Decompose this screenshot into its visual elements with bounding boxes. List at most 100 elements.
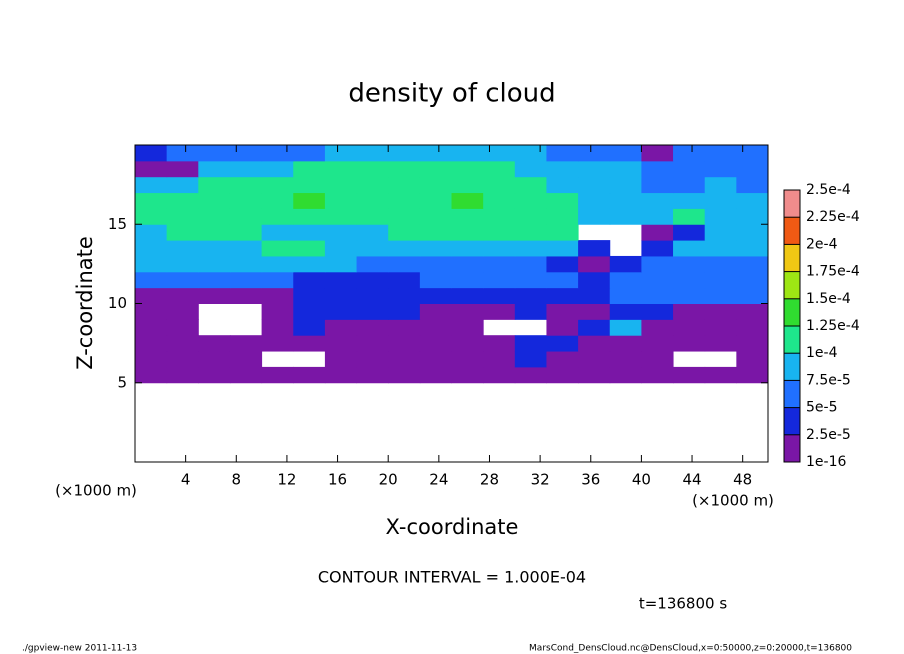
cell — [198, 366, 231, 384]
cell — [388, 319, 421, 336]
cell — [166, 145, 199, 162]
cell — [419, 271, 452, 289]
cell — [356, 192, 389, 209]
cell — [356, 303, 389, 320]
cell — [673, 192, 706, 209]
cell — [641, 366, 674, 384]
x-unit: (×1000 m) — [692, 492, 774, 510]
cell — [736, 366, 769, 384]
cell — [324, 160, 358, 178]
cell — [419, 208, 452, 225]
cell — [451, 271, 484, 289]
cell — [135, 240, 168, 257]
cell — [578, 240, 611, 257]
cell — [356, 351, 389, 368]
cell — [293, 192, 326, 209]
cell — [356, 208, 389, 225]
cell — [641, 192, 674, 209]
cell — [356, 255, 389, 273]
cell — [135, 145, 168, 162]
cell — [198, 160, 231, 178]
x-tick-label: 48 — [733, 471, 752, 489]
cell — [324, 255, 358, 273]
x-tick-label: 4 — [181, 471, 191, 489]
colorbar-label: 2.5e-4 — [806, 182, 851, 198]
cell — [419, 145, 452, 162]
cell — [261, 192, 294, 209]
cell — [166, 335, 199, 352]
cell — [641, 160, 674, 178]
cell — [166, 255, 199, 273]
colorbar-band — [784, 434, 800, 462]
cell — [578, 303, 611, 320]
cell — [578, 319, 611, 336]
cell — [609, 287, 642, 304]
colorbar-label: 1.5e-4 — [806, 291, 851, 307]
cell — [451, 208, 484, 225]
cell — [736, 271, 769, 289]
colorbar-label: 1e-4 — [806, 345, 838, 361]
cell — [514, 208, 547, 225]
cell — [356, 271, 389, 289]
cell — [704, 335, 737, 352]
cell — [673, 319, 706, 336]
cell — [546, 287, 579, 304]
colorbar-label: 1.25e-4 — [806, 318, 860, 334]
cell — [609, 319, 642, 336]
cell — [324, 271, 358, 289]
x-unit: (×1000 m) — [55, 482, 137, 500]
cell — [166, 176, 199, 194]
cell — [166, 208, 199, 225]
cell — [609, 255, 642, 273]
cell — [261, 208, 294, 225]
cell — [578, 366, 611, 384]
cell — [673, 145, 706, 162]
cell — [451, 192, 484, 209]
cell — [514, 287, 547, 304]
cell — [451, 287, 484, 304]
colorbar-band — [784, 298, 800, 326]
cell — [736, 303, 769, 320]
cell — [166, 160, 199, 178]
cell — [609, 160, 642, 178]
cell — [324, 208, 358, 225]
cell — [356, 319, 389, 336]
cell — [135, 255, 168, 273]
cell — [198, 287, 231, 304]
cell — [546, 351, 579, 368]
cell — [293, 335, 326, 352]
cell — [641, 319, 674, 336]
cell — [514, 160, 547, 178]
cell — [673, 208, 706, 225]
cell — [293, 160, 326, 178]
cell — [578, 192, 611, 209]
time-label: t=136800 s — [639, 595, 727, 613]
cell — [673, 287, 706, 304]
cell — [483, 192, 516, 209]
colorbar-band — [784, 326, 800, 354]
cell — [198, 255, 231, 273]
cell — [198, 192, 231, 209]
cell — [736, 160, 769, 178]
cell — [704, 255, 737, 273]
cell — [419, 255, 452, 273]
cell — [388, 351, 421, 368]
cell — [736, 176, 769, 194]
cell — [609, 351, 642, 368]
colorbar-band — [784, 217, 800, 245]
cell — [261, 255, 294, 273]
cell — [483, 145, 516, 162]
cell — [483, 271, 516, 289]
colorbar-label: 5e-5 — [806, 400, 837, 416]
cell — [324, 366, 358, 384]
cell — [419, 176, 452, 194]
colorbar-label: 7.5e-5 — [806, 372, 851, 388]
cell — [546, 271, 579, 289]
cell — [673, 240, 706, 257]
cell — [356, 160, 389, 178]
cell — [483, 335, 516, 352]
cell — [419, 192, 452, 209]
cell — [736, 255, 769, 273]
cell — [514, 303, 547, 320]
x-tick-label: 20 — [379, 471, 398, 489]
